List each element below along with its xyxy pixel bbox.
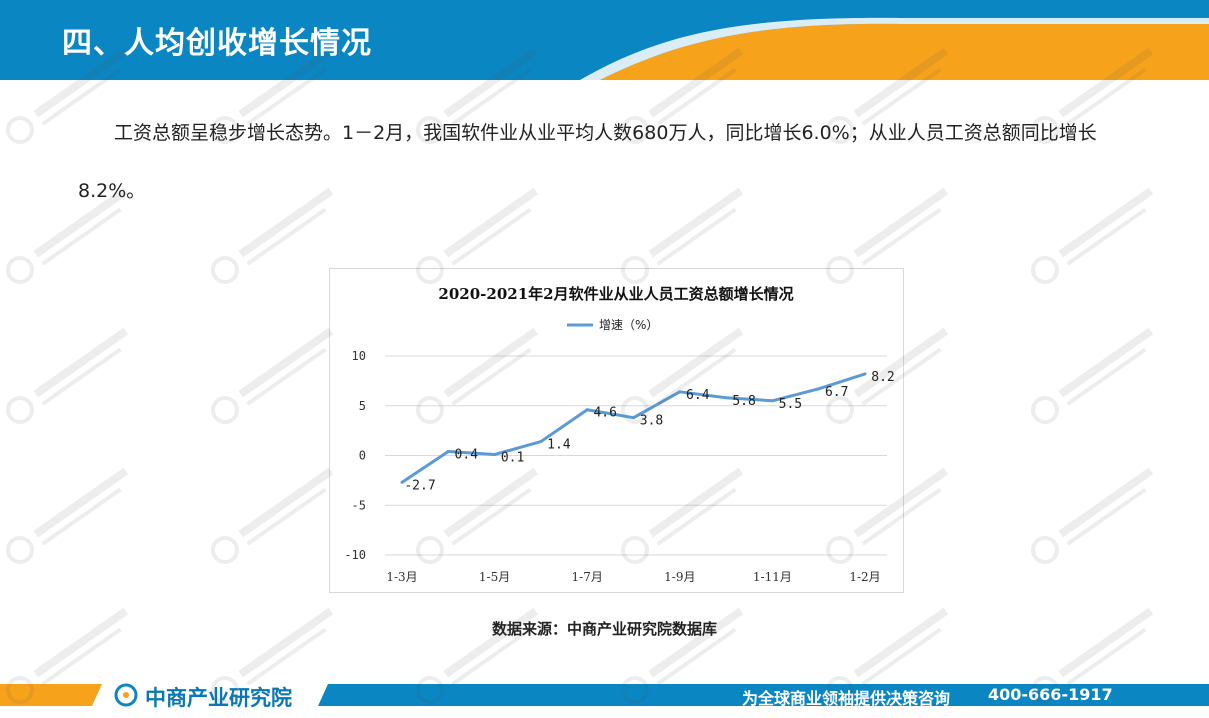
data-point [632, 416, 635, 420]
y-tick-label: 10 [352, 349, 366, 363]
x-tick-label: 1-5月 [479, 570, 510, 584]
data-point [539, 440, 543, 444]
footer-background [0, 683, 1209, 707]
footer-phone: 400-666-1917 [988, 685, 1113, 704]
header-background [0, 0, 1209, 80]
page-title: 四、人均创收增长情况 [62, 26, 372, 61]
x-tick-label: 1-7月 [572, 570, 603, 584]
chart-container: 2020-2021年2月软件业从业人员工资总额增长情况 增速（%） 10 5 0 -5… [329, 268, 904, 593]
data-labels: -2.7 0.4 0.1 1.4 4.6 3.8 6.4 5.8 5.5 6.7 8.2 [404, 370, 894, 493]
line-chart: 2020-2021年2月软件业从业人员工资总额增长情况 增速（%） 10 5 0 -5… [344, 285, 894, 584]
data-point [678, 390, 682, 394]
data-label: 3.8 [640, 414, 663, 429]
data-source: 数据来源：中商产业研究院数据库 [491, 620, 717, 638]
series-line [400, 372, 867, 484]
y-axis: 10 5 0 -5 -10 [344, 349, 366, 562]
data-point [724, 396, 728, 400]
data-label: 6.7 [825, 385, 848, 400]
y-tick-label: 5 [359, 399, 366, 413]
data-label: 5.5 [779, 397, 802, 412]
y-tick-label: -10 [344, 548, 366, 562]
data-label: 8.2 [871, 370, 894, 385]
watermark-mark [1031, 327, 1154, 424]
watermark-mark [6, 327, 129, 424]
y-tick-label: 0 [359, 449, 366, 463]
footer-bar: 中商产业研究院 为全球商业领袖提供决策咨询 400-666-1917 [0, 680, 1209, 710]
chart-title: 2020-2021年2月软件业从业人员工资总额增长情况 [438, 285, 793, 303]
header-banner: 四、人均创收增长情况 [0, 0, 1209, 80]
data-label: 6.4 [686, 388, 710, 403]
y-tick-label: -5 [352, 498, 366, 512]
x-tick-label: 1-9月 [664, 570, 695, 584]
chart-legend: 增速（%） [567, 318, 658, 332]
data-point [585, 408, 589, 412]
data-label: 0.4 [455, 448, 479, 463]
data-point [863, 372, 867, 376]
footer-logo-text: 中商产业研究院 [145, 686, 292, 710]
data-point [817, 387, 821, 391]
data-label: 0.1 [501, 451, 524, 466]
x-tick-label: 1-2月 [849, 570, 880, 584]
grid-lines [385, 355, 887, 556]
x-tick-label: 1-11月 [753, 570, 792, 584]
watermark-mark [6, 467, 129, 564]
watermark-mark [211, 467, 334, 564]
data-label: 4.6 [593, 406, 616, 421]
data-point [400, 480, 404, 484]
data-point [446, 450, 450, 454]
x-axis: 1-3月 1-5月 1-7月 1-9月 1-11月 1-2月 [386, 570, 880, 584]
intro-paragraph: 工资总额呈稳步增长态势。1－2月，我国软件业从业平均人数680万人，同比增长6.… [78, 122, 1097, 202]
series-polyline [401, 372, 866, 484]
data-label: -2.7 [404, 478, 435, 493]
x-tick-label: 1-3月 [386, 570, 417, 584]
footer-slogan: 为全球商业领袖提供决策咨询 [742, 689, 951, 708]
legend-label: 增速（%） [599, 318, 658, 332]
logo-icon [114, 683, 138, 707]
data-point [770, 399, 774, 403]
watermark-mark [1031, 467, 1154, 564]
watermark-mark [211, 327, 334, 424]
data-point [493, 453, 497, 457]
data-label: 1.4 [547, 438, 571, 453]
data-label: 5.8 [732, 394, 755, 409]
